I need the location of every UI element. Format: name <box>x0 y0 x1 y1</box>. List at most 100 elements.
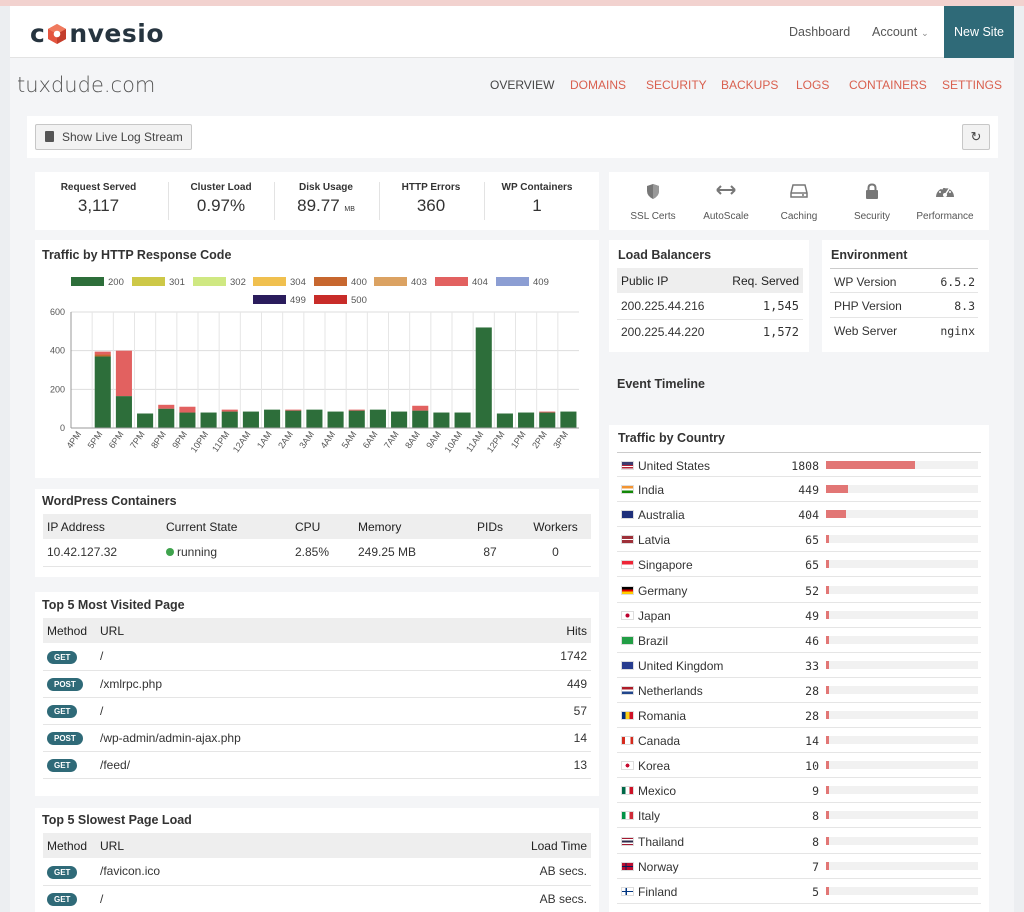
cell-method: GET <box>43 697 96 725</box>
shield-icon <box>647 184 659 199</box>
tab-domains[interactable]: DOMAINS <box>570 78 627 92</box>
table-row[interactable]: POST/wp-admin/admin-ajax.php 14 <box>43 724 591 752</box>
flag-jp-icon <box>621 610 634 620</box>
flag-au-icon <box>621 510 634 520</box>
legend-swatch <box>435 277 468 286</box>
legend-swatch <box>71 277 104 286</box>
bar-segment-200 <box>433 412 450 428</box>
top-visited-card: Top 5 Most Visited Page Method URL Hits … <box>35 592 599 796</box>
env-value: 6.5.2 <box>940 275 975 289</box>
cell-method: GET <box>43 751 96 779</box>
http-response-chart-card: Traffic by HTTP Response Code 200 301 302 3… <box>35 240 599 478</box>
feature-ssl-certs[interactable]: SSL Certs <box>618 172 688 222</box>
table-header-row: Public IP Req. Served <box>617 268 803 293</box>
bar-segment-404 <box>539 411 556 413</box>
column-header: Workers <box>520 514 591 539</box>
country-bar <box>826 811 829 820</box>
x-tick-label: 4AM <box>318 429 337 450</box>
stat-value: 360 <box>416 196 446 215</box>
bar-segment-404 <box>285 409 302 411</box>
country-bar <box>826 635 829 644</box>
nav-account[interactable]: Account ⌄ <box>872 25 929 39</box>
country-bar-track <box>826 786 978 795</box>
x-tick-label: 3AM <box>297 429 316 450</box>
table-row[interactable]: POST/xmlrpc.php 449 <box>43 670 591 698</box>
country-bar-track <box>826 510 978 519</box>
new-site-button[interactable]: New Site <box>944 6 1014 58</box>
refresh-button[interactable]: ↻ <box>962 124 990 150</box>
column-header: Method <box>43 833 96 858</box>
bar-segment-400 <box>94 354 111 357</box>
tab-containers[interactable]: CONTAINERS <box>849 78 927 92</box>
site-toolbar: Show Live Log Stream ↻ <box>27 116 998 158</box>
tab-settings[interactable]: SETTINGS <box>942 78 1003 92</box>
disk-usage-unit: MB <box>344 206 355 213</box>
country-bar <box>826 585 829 594</box>
bar-segment-200 <box>200 412 217 428</box>
env-key: PHP Version <box>834 299 902 313</box>
feature-caching[interactable]: Caching <box>764 172 834 222</box>
table-row[interactable]: GET /57 <box>43 697 591 725</box>
bar-segment-200 <box>496 413 513 428</box>
country-row: Thailand 8 <box>617 829 981 854</box>
cell-url: /favicon.ico <box>96 858 351 886</box>
country-value: 449 <box>798 483 819 498</box>
y-tick-label: 0 <box>60 423 65 433</box>
tab-security[interactable]: SECURITY <box>646 78 707 92</box>
tab-backups[interactable]: BACKUPS <box>721 78 779 92</box>
table-row[interactable]: GET/feed/13 <box>43 751 591 779</box>
cell-public-ip: 200.225.44.220 <box>621 325 705 340</box>
flag-ca-icon <box>621 736 634 746</box>
country-row: Japan 49 <box>617 603 981 628</box>
wp-containers-title: WordPress Containers <box>42 494 177 508</box>
x-tick-label: 11AM <box>464 429 485 453</box>
env-key: WP Version <box>834 275 897 289</box>
divider <box>484 182 485 220</box>
x-tick-label: 3PM <box>551 429 570 450</box>
method-badge: GET <box>47 759 78 772</box>
y-tick-label: 200 <box>50 384 65 394</box>
stat-request-served: Request Served 3,117 <box>35 172 162 230</box>
live-log-button[interactable]: Show Live Log Stream <box>35 124 192 150</box>
traffic-by-country-card: Traffic by Country United States 1808 Indi… <box>609 425 989 912</box>
country-row: United States 1808 <box>617 452 981 477</box>
country-bar <box>826 535 830 544</box>
method-badge: POST <box>47 678 83 691</box>
bar-segment-200 <box>560 411 577 428</box>
bar-segment-200 <box>327 411 344 428</box>
bar-segment-200 <box>115 396 132 428</box>
tab-logs[interactable]: LOGS <box>796 78 830 92</box>
country-name: Latvia <box>638 533 671 548</box>
bar-segment-200 <box>369 409 386 428</box>
chart-title: Traffic by HTTP Response Code <box>42 248 232 262</box>
convesio-logo[interactable]: c nvesio <box>30 19 165 48</box>
country-bar <box>826 736 829 745</box>
tab-overview[interactable]: OVERVIEW <box>490 78 555 92</box>
feature-security[interactable]: Security <box>837 172 907 222</box>
nav-dashboard[interactable]: Dashboard <box>789 25 851 39</box>
legend-swatch <box>253 277 286 286</box>
cell-url: / <box>96 643 498 671</box>
country-value: 8 <box>812 834 819 849</box>
flag-it-icon <box>621 811 634 821</box>
table-row[interactable]: GET /1742 <box>43 643 591 671</box>
bar-segment-200 <box>475 327 492 428</box>
top-visited-title: Top 5 Most Visited Page <box>42 598 185 612</box>
x-tick-label: 10PM <box>189 429 211 454</box>
feature-autoscale[interactable]: AutoScale <box>691 172 761 222</box>
x-tick-label: 8PM <box>149 429 168 450</box>
x-tick-label: 5AM <box>340 429 359 450</box>
feature-label: AutoScale <box>703 211 749 222</box>
env-value: 8.3 <box>954 299 975 313</box>
column-header: URL <box>96 618 498 643</box>
cell-method: POST <box>43 724 96 752</box>
country-value: 65 <box>805 558 819 573</box>
country-row: 5 <box>617 904 981 912</box>
env-row: PHP Version 8.3 <box>830 293 978 318</box>
feature-performance[interactable]: Performance <box>910 172 980 222</box>
table-row[interactable]: GET / AB secs. <box>43 885 591 912</box>
legend-label: 409 <box>533 277 549 288</box>
table-row[interactable]: GET/favicon.ico AB secs. <box>43 858 591 886</box>
flag-no-icon <box>621 861 634 871</box>
legend-swatch <box>314 277 347 286</box>
